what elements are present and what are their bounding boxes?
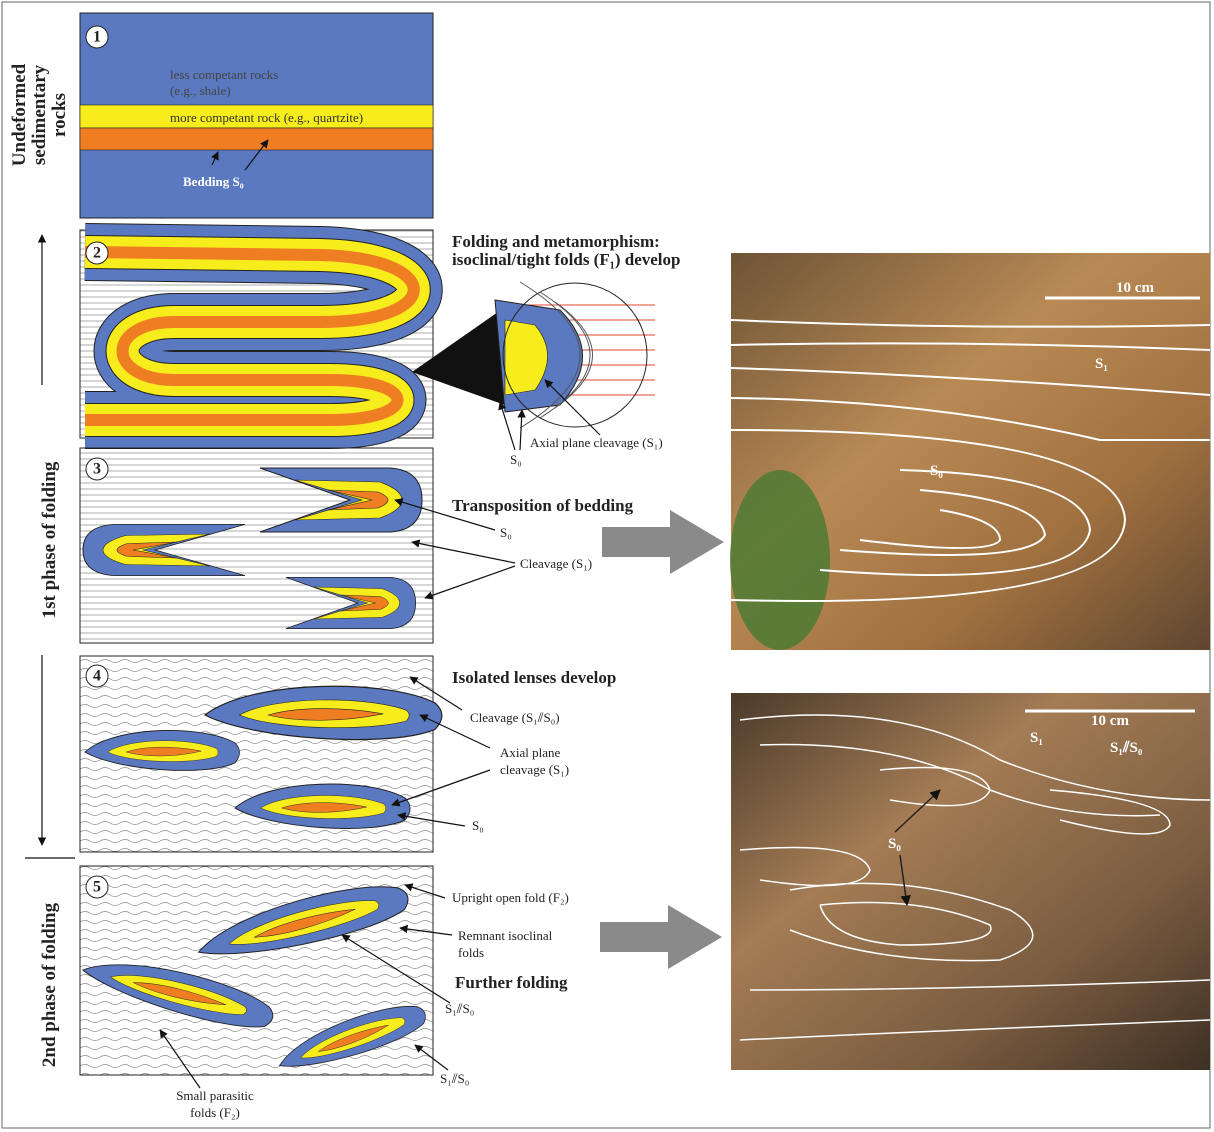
label: S₀ <box>510 452 522 467</box>
side-label: rocks <box>49 93 70 137</box>
big-arrow <box>600 905 722 969</box>
panel-number: 2 <box>93 245 101 262</box>
photo-label: S₀ <box>888 836 901 852</box>
photo-label: S₁ <box>1095 356 1108 372</box>
panel-3: 3 Transposition of bedding S₀ Cleavage (… <box>80 448 634 643</box>
panel-2: 2 Folding and metamorphism: isoclinal/ti… <box>80 230 680 467</box>
label: Upright open fold (F₂) <box>452 890 569 905</box>
panel-number: 5 <box>93 879 101 896</box>
panel-title: Folding and metamorphism: <box>452 232 660 251</box>
label: (e.g., shale) <box>170 83 231 98</box>
panel-1: 1 less competant rocks (e.g., shale) mor… <box>80 13 433 218</box>
big-arrow <box>602 510 724 574</box>
panel-title: Transposition of bedding <box>452 496 634 515</box>
panel-number: 1 <box>93 29 101 46</box>
label: S₀ <box>472 818 484 833</box>
label: cleavage (S₁) <box>500 762 569 777</box>
scale-label: 10 cm <box>1116 280 1154 296</box>
label: S₁⫽S₀ <box>440 1071 469 1086</box>
label: Cleavage (S₁) <box>520 556 592 571</box>
label: folds <box>458 945 484 960</box>
panel-number: 4 <box>93 668 101 685</box>
body: Undeformed sedimentary rocks 1st phase o… <box>0 0 1214 1132</box>
label: Axial plane <box>500 745 561 760</box>
side-label: Undeformed <box>9 63 30 166</box>
page: Folding and transposition diagram {"side… <box>0 0 1214 1132</box>
photo-label: S₁ <box>1030 730 1043 746</box>
photo-label: S₁⫽S₀ <box>1110 740 1143 756</box>
side-label: 2nd phase of folding <box>39 902 60 1067</box>
label: Bedding S₀ <box>183 174 244 189</box>
label: less competant rocks <box>170 67 278 82</box>
photo-1: 10 cm S₁ S₀ <box>730 253 1210 650</box>
side-label: 1st phase of folding <box>39 461 60 618</box>
panel-4: 4 Isolated lenses develop Cleavage (S₁⫽S… <box>80 656 616 852</box>
side-label: sedimentary <box>29 64 50 165</box>
label: Cleavage (S₁⫽S₀) <box>470 710 560 725</box>
label: folds (F₂) <box>190 1105 240 1120</box>
label: more competant rock (e.g., quartzite) <box>170 110 363 125</box>
side-labels: Undeformed sedimentary rocks 1st phase o… <box>9 63 75 1067</box>
label: Axial plane cleavage (S₁) <box>530 435 663 450</box>
panel-5: 5 Upright open fold (F₂) Remnant isoclin… <box>78 866 568 1120</box>
panel-title: isoclinal/tight folds (F₁) develop <box>452 250 680 269</box>
label: Remnant isoclinal <box>458 928 553 943</box>
label: S₀ <box>500 525 512 540</box>
panel-number: 3 <box>93 461 101 478</box>
photo-2: 10 cm S₁ S₁⫽S₀ S₀ <box>731 693 1210 1070</box>
photo-label: S₀ <box>930 463 943 479</box>
label: Small parasitic <box>176 1088 254 1103</box>
scale-label: 10 cm <box>1091 713 1129 729</box>
diagram: Undeformed sedimentary rocks 1st phase o… <box>0 0 1214 1132</box>
panel-title: Isolated lenses develop <box>452 668 616 687</box>
panel-title: Further folding <box>455 973 568 992</box>
